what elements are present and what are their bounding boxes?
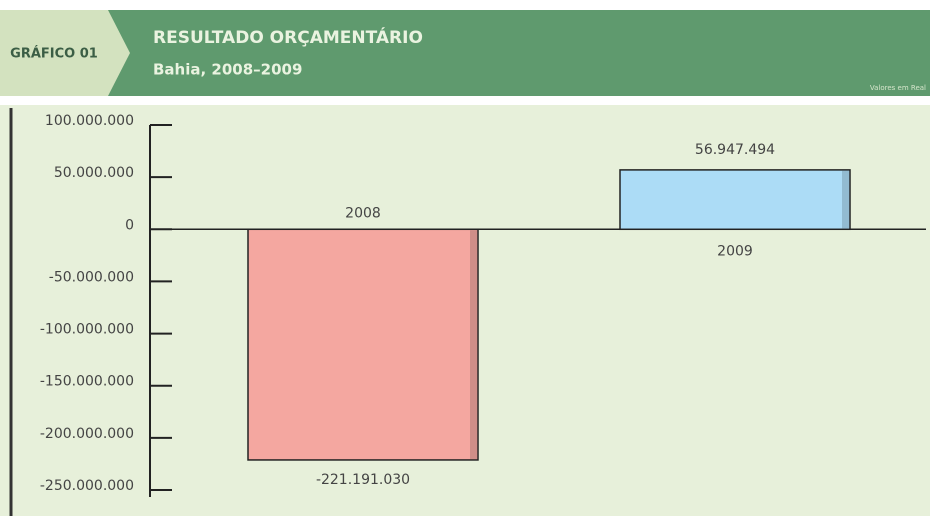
y-tick-label: -150.000.000 [40,374,134,390]
badge-box [0,10,108,96]
bar [619,169,851,231]
value-label: -221.191.030 [316,472,410,488]
y-tick-label: -100.000.000 [40,322,134,338]
bar [247,228,479,461]
badge: GRÁFICO 01 [10,46,98,62]
category-label: 2008 [345,205,381,221]
y-tick-label: -250.000.000 [40,478,134,494]
bar-shade [842,170,849,229]
category-label: 2009 [717,243,753,259]
value-label: 56.947.494 [695,142,775,158]
header-band [0,10,930,96]
y-tick-label: 0 [125,217,134,233]
note: Valores em Real [870,84,926,92]
y-tick-label: 50.000.000 [54,165,134,181]
badge-arrow [108,10,130,96]
chart-title: RESULTADO ORÇAMENTÁRIO [153,26,423,48]
y-tick-label: 100.000.000 [45,113,134,129]
bar-shade [470,230,477,459]
y-tick-label: -50.000.000 [49,269,134,285]
chart-subtitle: Bahia, 2008–2009 [153,61,302,79]
y-tick-label: -200.000.000 [40,426,134,442]
